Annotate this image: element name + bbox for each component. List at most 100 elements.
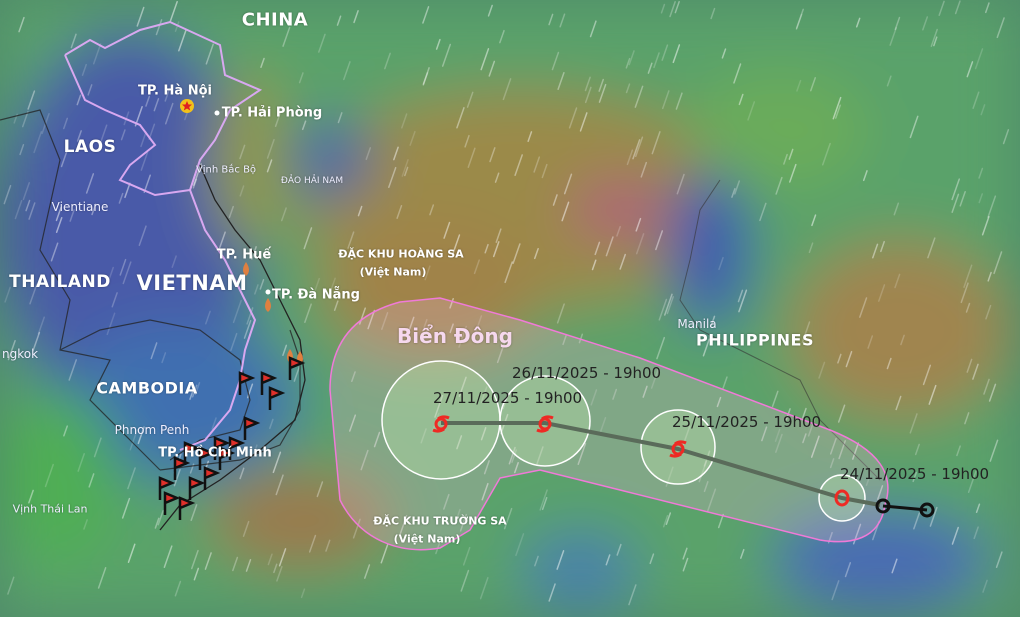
city-vientiane: Vientiane [51,200,109,214]
wind-streak [759,202,767,222]
wind-streak [153,98,160,112]
wind-streak [539,489,548,511]
wind-streak [533,247,539,260]
wind-streak [738,93,744,106]
wind-streak [980,104,986,116]
wind-streak [119,258,127,276]
wind-streak [282,26,291,47]
wind-streak [568,107,578,129]
wind-streak [163,545,173,568]
past-positions [875,498,935,518]
wind-streak [845,350,853,368]
wind-streak [232,299,242,324]
wind-streak [548,583,556,602]
wind-streak [974,48,984,70]
wind-streak [300,588,306,599]
wind-streak [933,36,938,47]
wind-streak [314,277,320,291]
wind-streak [590,389,598,406]
wind-streak [867,335,874,349]
wind-warning-flags [158,356,306,520]
wind-streak [260,57,265,69]
typhoon-icon[interactable] [536,415,554,433]
wind-streak [460,569,470,592]
past-position-icon [875,498,891,514]
wind-streak [534,555,539,567]
philippines-coastline [679,179,881,481]
wind-streak [76,130,82,142]
wind-streak [837,353,842,364]
wind-streak [25,199,31,212]
wind-streak [81,63,87,76]
wind-streak [508,446,516,465]
wind-streak [632,139,641,160]
wind-streak [938,0,945,17]
city-hanoi: TP. Hà Nội [138,83,212,99]
label-bien-dong: Biển Đông [397,324,513,348]
wind-streak [473,259,480,275]
wind-streak [301,120,307,131]
wind-streak [733,63,742,84]
wind-streak [88,473,95,488]
wind-streak [449,323,454,334]
wind-streak [495,228,502,243]
wind-streak [702,338,710,357]
wind-streak [467,147,476,168]
wind-streak [399,515,408,535]
wind-streak [514,461,519,474]
wind-streak [859,297,868,318]
wind-streak [718,256,724,271]
wind-streak [422,323,430,343]
wind-streak [164,87,171,102]
city-dot-icon [265,289,271,295]
wind-streak [190,504,198,522]
wind-streak [333,300,339,311]
rain-drop-icon [243,262,249,276]
wind-streak [707,488,717,512]
wind-streak [886,75,892,87]
wind-streak [928,384,937,405]
wind-streak [515,533,525,557]
vietnam-border [64,20,263,451]
wind-streak [774,428,781,442]
wind-streak [441,43,452,67]
tropical-depression-icon[interactable] [834,489,850,507]
wind-streak [76,94,82,106]
wind-streak [246,307,254,325]
wind-streak [676,173,685,195]
wind-streak [449,298,454,309]
wind-streak [293,364,301,382]
wind-streak [29,283,38,305]
wind-streak [951,526,960,545]
wind-streak [492,241,500,258]
rain-drop-icon [265,298,271,312]
wind-streak [218,231,226,251]
wind-streak [18,16,25,33]
wind-streak [44,463,54,488]
wind-streak [145,95,151,107]
wind-streak [922,364,932,386]
city-hcm: TP. Hồ Chí Minh [158,445,272,461]
label-cambodia: CAMBODIA [96,378,198,398]
wind-streak [87,84,93,96]
typhoon-icon[interactable] [669,440,687,458]
wind-streak [273,563,278,574]
label-truongsa-sub: (Việt Nam) [393,532,461,546]
wind-streak [635,233,645,255]
wind-streak [655,230,664,251]
wind-streaks [3,0,1010,606]
wind-streak [536,446,544,465]
wind-streak [364,564,371,579]
wind-streak [951,178,961,201]
wind-streak [831,580,840,601]
wind-streak [551,51,560,71]
wind-streak [496,330,502,342]
label-laos: LAOS [63,137,117,157]
wind-streak [737,289,744,303]
typhoon-icon[interactable] [432,415,450,433]
wind-streak [347,231,355,249]
wind-streak [578,333,584,344]
wind-streak [710,315,716,327]
